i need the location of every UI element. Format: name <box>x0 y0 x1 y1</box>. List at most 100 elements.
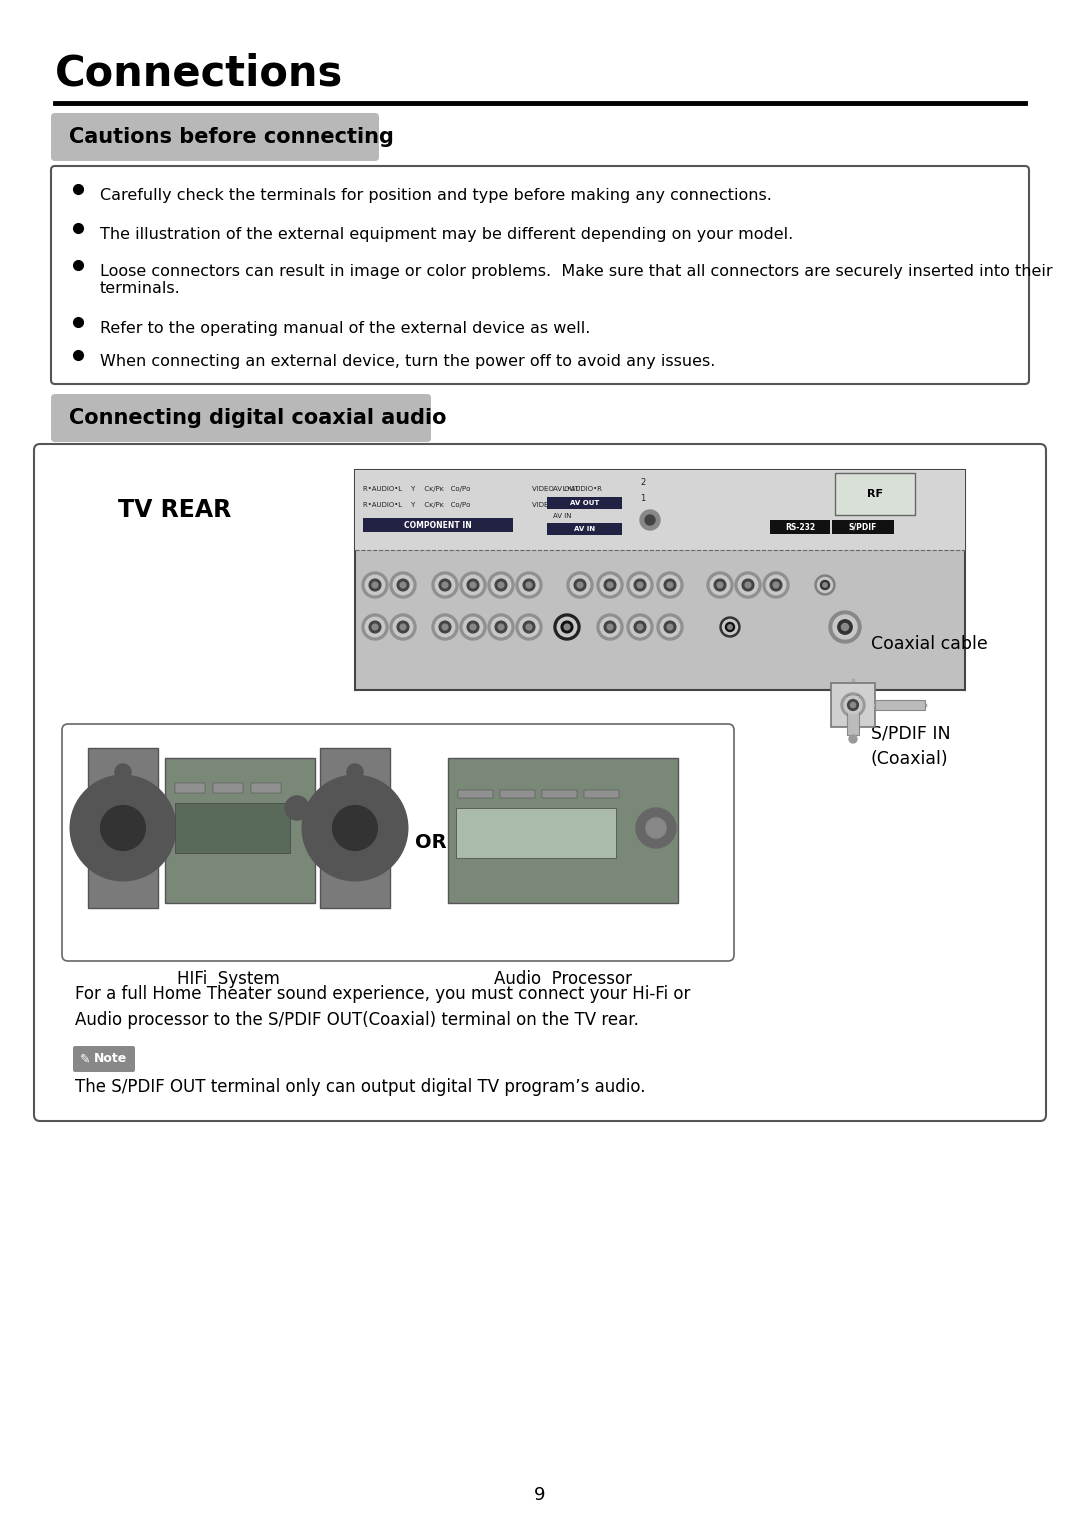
Circle shape <box>526 625 531 629</box>
Circle shape <box>739 576 758 594</box>
Circle shape <box>347 764 363 780</box>
Bar <box>456 808 616 858</box>
Text: VIDEO    L•AUDIO•R: VIDEO L•AUDIO•R <box>532 486 602 492</box>
Text: Connections: Connections <box>55 52 343 95</box>
Circle shape <box>631 576 650 594</box>
Circle shape <box>333 806 377 851</box>
Text: HIFi  System: HIFi System <box>176 970 280 988</box>
Circle shape <box>373 625 378 629</box>
Circle shape <box>634 621 646 632</box>
Circle shape <box>470 582 476 588</box>
Circle shape <box>631 617 650 637</box>
Circle shape <box>821 580 829 589</box>
Circle shape <box>397 579 409 591</box>
Circle shape <box>373 582 378 588</box>
Circle shape <box>285 796 309 820</box>
Circle shape <box>491 617 511 637</box>
FancyBboxPatch shape <box>33 444 1047 1121</box>
Text: Refer to the operating manual of the external device as well.: Refer to the operating manual of the ext… <box>100 321 591 336</box>
Circle shape <box>562 621 572 632</box>
Circle shape <box>557 617 577 637</box>
Circle shape <box>597 614 623 640</box>
Bar <box>546 524 622 534</box>
Circle shape <box>742 579 754 591</box>
Text: When connecting an external device, turn the power off to avoid any issues.: When connecting an external device, turn… <box>100 354 715 370</box>
Bar <box>831 683 875 727</box>
Circle shape <box>770 579 782 591</box>
Circle shape <box>720 617 740 637</box>
Circle shape <box>523 579 535 591</box>
Circle shape <box>711 576 730 594</box>
Text: For a full Home Theater sound experience, you must connect your Hi-Fi or
Audio p: For a full Home Theater sound experience… <box>75 985 690 1029</box>
Circle shape <box>657 573 683 599</box>
Circle shape <box>365 576 384 594</box>
Circle shape <box>498 625 504 629</box>
Circle shape <box>526 582 531 588</box>
Circle shape <box>745 582 751 588</box>
Text: VIDEO    L•AUDIO•R: VIDEO L•AUDIO•R <box>532 502 602 508</box>
Circle shape <box>400 625 406 629</box>
Bar <box>363 518 513 531</box>
Bar <box>251 783 281 793</box>
Text: Carefully check the terminals for position and type before making any connection: Carefully check the terminals for positi… <box>100 188 772 203</box>
Circle shape <box>393 576 413 594</box>
Circle shape <box>645 515 654 525</box>
FancyBboxPatch shape <box>51 113 379 160</box>
Circle shape <box>707 573 733 599</box>
Text: OR: OR <box>415 834 447 852</box>
Bar <box>355 470 966 550</box>
Circle shape <box>723 620 738 635</box>
Circle shape <box>570 576 590 594</box>
Circle shape <box>726 623 734 632</box>
Bar <box>448 757 678 902</box>
Bar <box>546 496 622 508</box>
Text: TV REAR: TV REAR <box>119 498 231 522</box>
Circle shape <box>495 579 507 591</box>
Circle shape <box>843 696 862 715</box>
Circle shape <box>660 617 679 637</box>
Circle shape <box>516 614 542 640</box>
Circle shape <box>369 579 381 591</box>
Text: Connecting digital coaxial audio: Connecting digital coaxial audio <box>69 408 446 428</box>
Bar <box>832 521 894 534</box>
Circle shape <box>567 573 593 599</box>
Circle shape <box>829 611 861 643</box>
Circle shape <box>442 582 448 588</box>
Circle shape <box>516 573 542 599</box>
Circle shape <box>432 614 458 640</box>
Bar <box>770 521 831 534</box>
Circle shape <box>435 617 455 637</box>
Circle shape <box>717 582 723 588</box>
Circle shape <box>577 582 583 588</box>
Circle shape <box>519 576 539 594</box>
Circle shape <box>302 776 408 881</box>
Bar <box>500 789 535 799</box>
Text: Coaxial cable: Coaxial cable <box>870 635 988 654</box>
Circle shape <box>766 576 786 594</box>
Circle shape <box>773 582 779 588</box>
Circle shape <box>667 582 673 588</box>
Circle shape <box>495 621 507 632</box>
Circle shape <box>607 582 612 588</box>
Text: Note: Note <box>94 1052 127 1066</box>
Circle shape <box>850 702 855 707</box>
Circle shape <box>369 621 381 632</box>
Circle shape <box>607 625 612 629</box>
Circle shape <box>100 806 146 851</box>
Circle shape <box>728 625 732 629</box>
Circle shape <box>762 573 789 599</box>
Bar <box>87 748 158 909</box>
Circle shape <box>488 614 514 640</box>
Circle shape <box>114 764 131 780</box>
Circle shape <box>362 614 388 640</box>
Circle shape <box>362 573 388 599</box>
Circle shape <box>393 617 413 637</box>
Bar <box>835 473 915 515</box>
Text: Cautions before connecting: Cautions before connecting <box>69 127 394 147</box>
Circle shape <box>841 623 849 631</box>
Text: AV IN: AV IN <box>573 525 595 531</box>
Text: 9: 9 <box>535 1486 545 1504</box>
Circle shape <box>604 621 616 632</box>
Bar <box>175 803 291 854</box>
Text: ✎: ✎ <box>80 1052 91 1066</box>
